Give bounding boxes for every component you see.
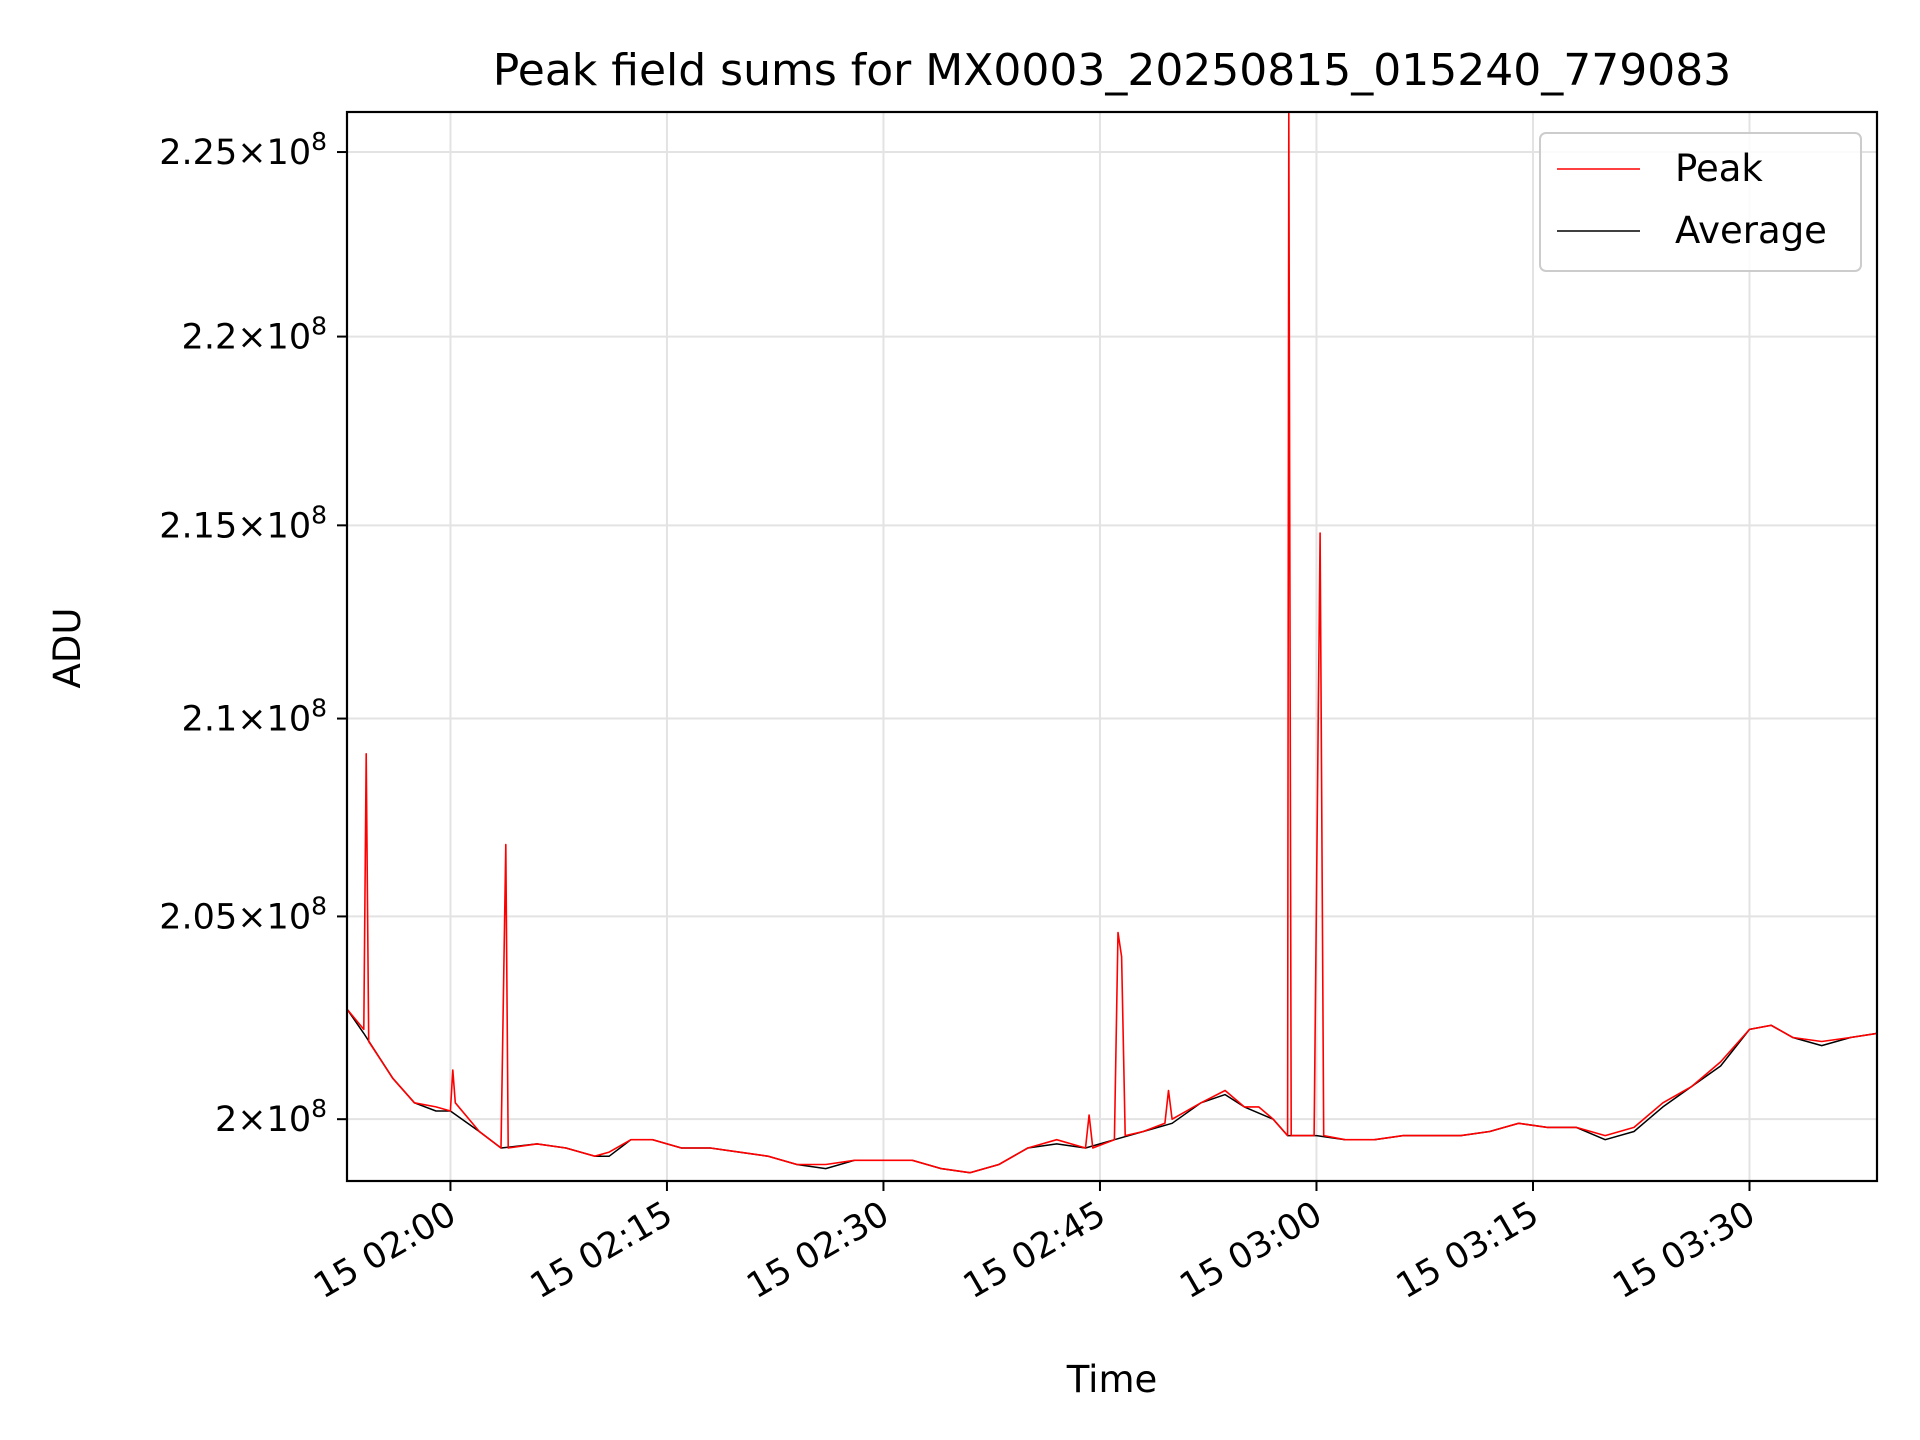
y-tick-label: 2.25×108 xyxy=(159,127,327,173)
y-tick-exponent: 8 xyxy=(311,694,327,723)
y-tick-label: 2.05×108 xyxy=(159,891,327,937)
legend-box xyxy=(1539,132,1862,272)
legend-label-peak: Peak xyxy=(1675,147,1763,190)
y-tick-mantissa: 2.1 xyxy=(182,700,238,740)
y-tick-exponent: 8 xyxy=(311,891,327,920)
plot-lines xyxy=(346,111,1878,1174)
x-axis-label: Time xyxy=(1066,1358,1158,1401)
y-tick-exponent: 8 xyxy=(311,312,327,341)
y-tick-times: ×10 xyxy=(237,133,311,173)
y-axis-ticks: 2×1082.05×1082.1×1082.15×1082.2×1082.25×… xyxy=(159,127,347,1140)
y-tick-mantissa: 2.05 xyxy=(159,897,237,937)
y-tick-times: ×10 xyxy=(237,506,311,546)
y-tick-label: 2.1×108 xyxy=(182,694,327,740)
y-tick-times: ×10 xyxy=(237,1100,311,1140)
series-line-peak xyxy=(346,111,1878,1174)
y-tick-mantissa: 2.15 xyxy=(159,506,237,546)
y-tick-mantissa: 2 xyxy=(215,1100,237,1140)
y-tick-times: ×10 xyxy=(237,700,311,740)
y-axis-label: ADU xyxy=(46,608,89,689)
legend: Peak Average xyxy=(1539,132,1862,272)
y-tick-times: ×10 xyxy=(237,318,311,358)
plot-frame xyxy=(345,110,1879,1183)
y-tick-label: 2×108 xyxy=(215,1094,327,1140)
y-tick-mantissa: 2.25 xyxy=(159,133,237,173)
y-tick-times: ×10 xyxy=(237,897,311,937)
y-tick-mantissa: 2.2 xyxy=(182,318,238,358)
chart-title: Peak field sums for MX0003_20250815_0152… xyxy=(493,45,1731,96)
y-tick-label: 2.2×108 xyxy=(182,312,327,358)
y-tick-exponent: 8 xyxy=(311,127,327,156)
y-tick-exponent: 8 xyxy=(311,1094,327,1123)
legend-label-average: Average xyxy=(1675,209,1827,252)
y-tick-exponent: 8 xyxy=(311,500,327,529)
grid xyxy=(347,112,1877,1181)
y-tick-label: 2.15×108 xyxy=(159,500,327,546)
